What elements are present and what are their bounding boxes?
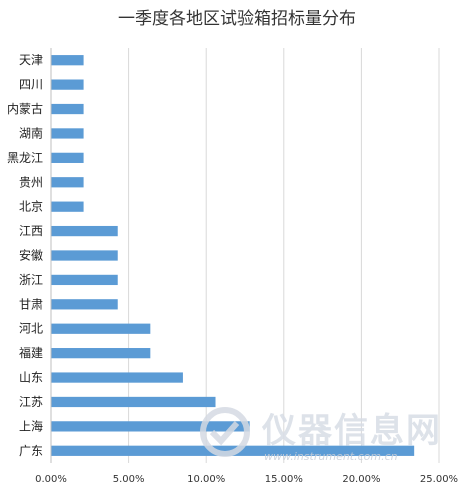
- bar: [51, 274, 118, 286]
- category-label: 江苏: [19, 395, 43, 409]
- category-label: 上海: [19, 418, 43, 433]
- x-tick-label: 0.00%: [35, 474, 67, 485]
- category-label: 天津: [19, 53, 43, 67]
- category-label: 北京: [19, 200, 43, 214]
- category-label: 黑龙江: [7, 151, 43, 165]
- grid-lines: [50, 48, 440, 463]
- x-tick-label: 10.00%: [187, 474, 225, 485]
- x-tick-label: 20.00%: [342, 474, 380, 485]
- bar: [51, 372, 183, 383]
- bar: [51, 323, 151, 334]
- bar: [51, 177, 84, 188]
- bar: [51, 348, 151, 359]
- category-label: 广东: [19, 444, 43, 458]
- bar: [51, 299, 118, 310]
- category-label: 山东: [19, 371, 43, 385]
- x-tick-label: 25.00%: [420, 474, 458, 485]
- category-label: 内蒙古: [7, 101, 43, 116]
- category-label: 贵州: [19, 175, 43, 189]
- x-tick-label: 15.00%: [265, 474, 303, 485]
- watermark-url: www.instrument.com.cn: [264, 450, 398, 463]
- x-tick-label: 5.00%: [113, 474, 145, 485]
- category-label: 浙江: [19, 273, 43, 287]
- category-label: 江西: [19, 224, 43, 238]
- x-tick-labels: 0.00% 5.00% 10.00% 15.00% 20.00% 25.00%: [35, 474, 458, 485]
- bar: [51, 250, 118, 261]
- bar: [51, 152, 84, 163]
- category-label: 福建: [19, 345, 43, 360]
- watermark: 仪器信息网 www.instrument.com.cn: [200, 407, 442, 463]
- category-label: 甘肃: [19, 297, 43, 311]
- chart-title: 一季度各地区试验箱招标量分布: [118, 9, 356, 29]
- bar: [51, 128, 84, 139]
- bars-group: [51, 55, 415, 456]
- bar: [51, 396, 216, 408]
- category-label: 湖南: [19, 125, 43, 140]
- bar: [51, 103, 84, 115]
- bar: [51, 79, 84, 90]
- bar: [51, 55, 84, 66]
- watermark-logo-icon: [200, 407, 250, 457]
- category-label: 四川: [19, 78, 43, 92]
- watermark-text: 仪器信息网: [261, 411, 442, 451]
- bar: [51, 421, 250, 432]
- bar: [51, 225, 118, 237]
- category-label: 安徽: [19, 248, 43, 263]
- bar: [51, 201, 84, 212]
- category-label: 河北: [19, 322, 43, 336]
